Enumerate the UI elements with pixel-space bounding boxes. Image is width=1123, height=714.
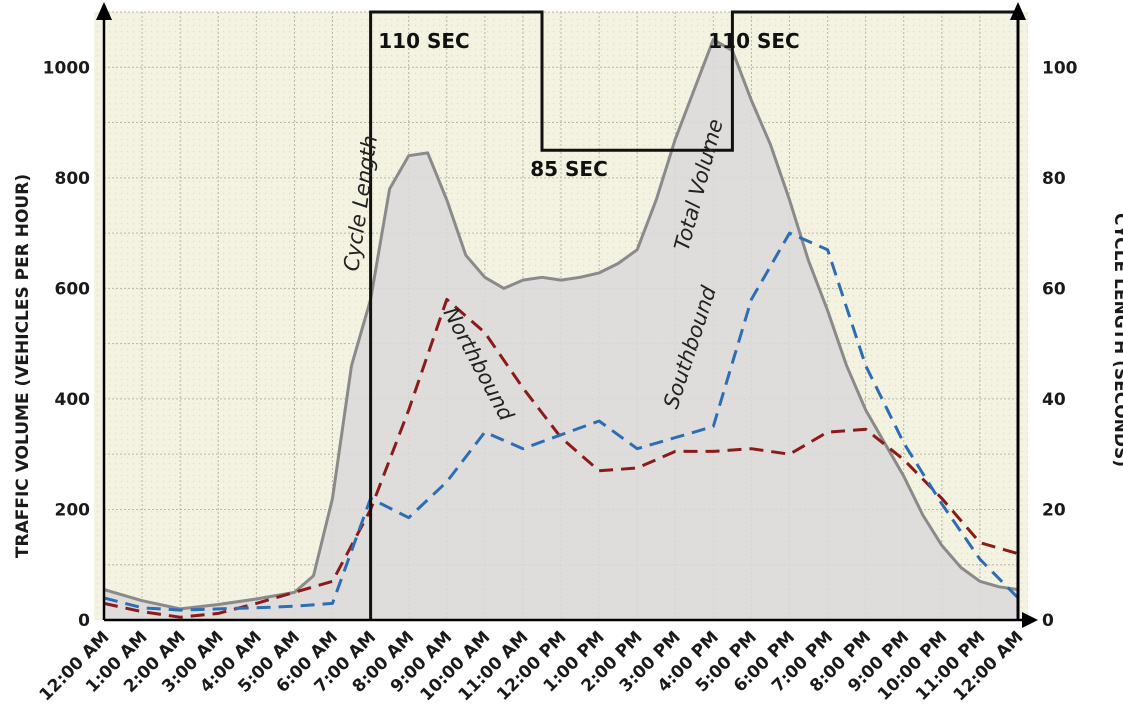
y2-tick-label: 0 — [1042, 611, 1054, 631]
total-volume-area — [104, 39, 1018, 621]
axes — [96, 2, 1038, 628]
cycle-length-line — [369, 10, 1020, 620]
y-axis-title: TRAFFIC VOLUME (VEHICLES PER HOUR) — [13, 174, 33, 558]
y-tick-label: 800 — [55, 169, 91, 189]
northbound-line — [103, 297, 1019, 619]
y-tick-label: 0 — [78, 611, 90, 631]
total-volume-fill — [104, 39, 1018, 621]
y-tick-label: 400 — [55, 390, 91, 410]
y-tick-label: 1000 — [43, 58, 90, 78]
y2-tick-label: 40 — [1042, 390, 1066, 410]
cycle-label-am: 110 SEC — [378, 29, 469, 53]
y2-tick-label: 80 — [1042, 169, 1066, 189]
y-tick-label: 600 — [55, 279, 91, 299]
cycle-label-pm: 110 SEC — [708, 29, 799, 53]
y2-tick-label: 20 — [1042, 500, 1066, 520]
y2-axis-arrow — [1010, 2, 1026, 20]
y2-tick-label: 100 — [1042, 58, 1078, 78]
cycle-label-midday: 85 SEC — [530, 157, 608, 181]
y-tick-label: 200 — [55, 500, 91, 520]
y-axis-arrow — [96, 2, 112, 20]
y2-tick-label: 60 — [1042, 279, 1066, 299]
cycle-length-step-line — [369, 10, 1020, 620]
southbound-line — [103, 231, 1020, 612]
total-volume-line — [103, 38, 1019, 611]
series-lines — [103, 38, 1020, 619]
x-axis-arrow — [1022, 612, 1038, 628]
y2-axis-title: CYCLE LENGTH (SECONDS) — [1110, 213, 1123, 467]
